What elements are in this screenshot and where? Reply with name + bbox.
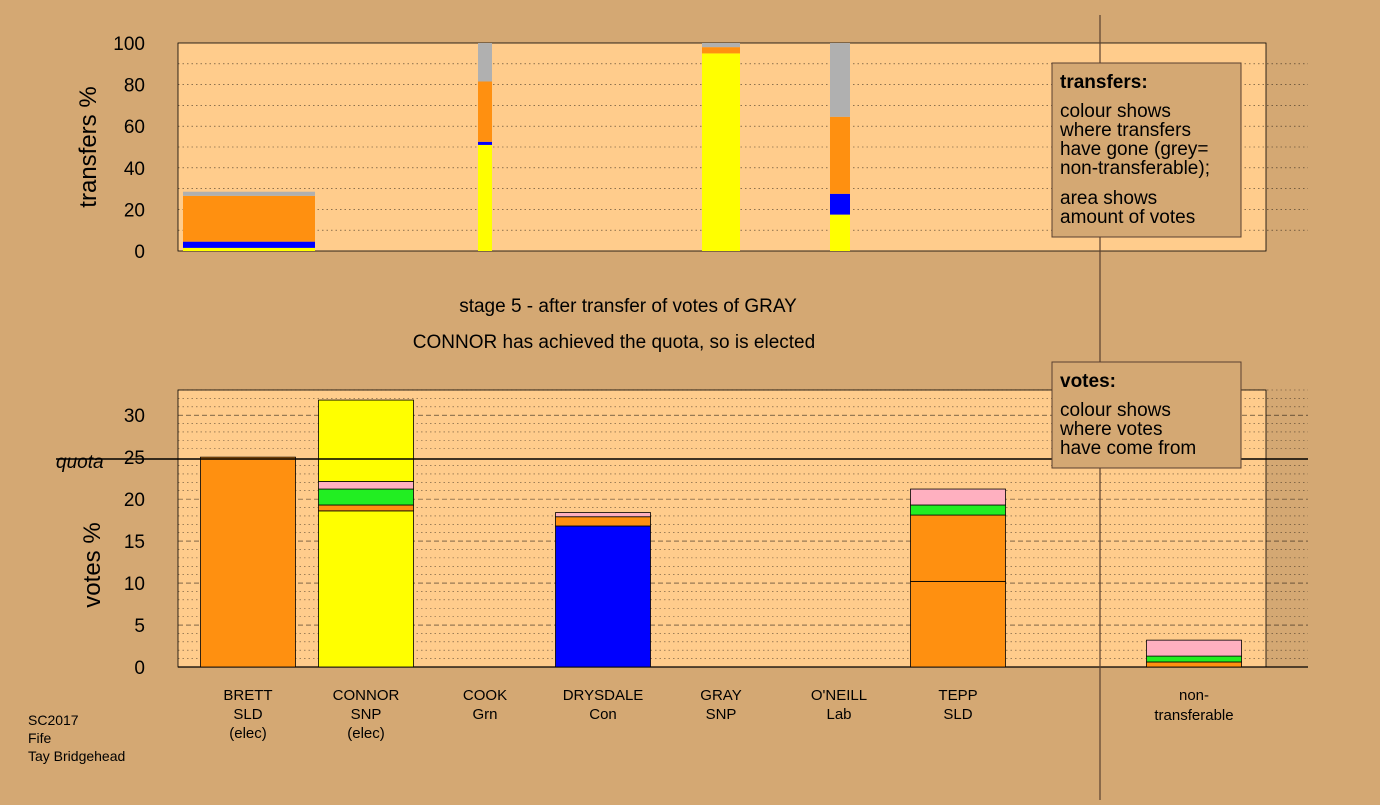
nontransferable-bar-segment: [1146, 639, 1242, 657]
votes-bar-segment: [318, 399, 414, 482]
candidate-label: SNP: [351, 706, 382, 723]
transfers-y-axis: 0 20 40 60 80 100: [113, 34, 145, 263]
footer-ward: Tay Bridgehead: [28, 748, 125, 764]
votes-bar-segment: [910, 488, 1006, 506]
candidate-labels: BRETT SLD (elec) CONNOR SNP (elec) COOK Grn DRYS…: [223, 687, 1233, 742]
votes-y-label: votes %: [79, 522, 106, 607]
transfers-bar-segment: [702, 53, 740, 252]
nontransferable-bar-segment: [1146, 655, 1242, 663]
transfers-tick-label: 40: [124, 159, 145, 180]
legend-transfers-line: area shows: [1060, 188, 1157, 209]
legend-transfers-box: [1051, 62, 1242, 238]
transfers-bar-segment: [702, 43, 740, 48]
votes-bar-segment: [318, 488, 414, 506]
legend-votes-line: colour shows: [1060, 400, 1171, 421]
votes-bars: [200, 399, 1242, 668]
votes-tick-label: 10: [124, 574, 145, 595]
legend-transfers-line: non-transferable);: [1060, 158, 1210, 179]
votes-bar-segment: [318, 510, 414, 668]
candidate-label: TEPP: [938, 687, 977, 704]
transfers-bar-segment: [478, 144, 492, 251]
legend-transfers-title: transfers:: [1060, 72, 1148, 93]
transfers-y-label: transfers %: [75, 86, 102, 207]
legend-transfers: transfers: colour shows where transfers …: [1051, 62, 1242, 238]
transfers-bar-segment: [830, 193, 850, 215]
votes-bar-segment: [910, 504, 1006, 516]
votes-tick-label: 20: [124, 490, 145, 511]
candidate-label: Con: [589, 706, 617, 723]
transfers-tick-label: 20: [124, 200, 145, 221]
transfers-bar-segment: [183, 195, 315, 242]
votes-bar-segment: [555, 525, 651, 668]
votes-bar-segment: [318, 504, 414, 512]
legend-transfers-line: amount of votes: [1060, 207, 1195, 228]
candidate-label: SLD: [943, 706, 972, 723]
candidate-label: BRETT: [223, 687, 272, 704]
footer-council: Fife: [28, 730, 52, 746]
candidate-label: O'NEILL: [811, 687, 867, 704]
legend-transfers-line: colour shows: [1060, 101, 1171, 122]
transfers-bar-segment: [183, 241, 315, 248]
candidate-label: SNP: [706, 706, 737, 723]
votes-bar-segment: [910, 514, 1006, 582]
candidate-label: Grn: [472, 706, 497, 723]
legend-transfers-line: where transfers: [1059, 120, 1191, 141]
transfers-tick-label: 60: [124, 117, 145, 138]
candidate-label: SLD: [233, 706, 262, 723]
transfers-bar-segment: [830, 43, 850, 117]
votes-tick-label: 15: [124, 532, 145, 553]
candidate-label: (elec): [229, 725, 267, 742]
transfers-tick-label: 0: [134, 242, 145, 263]
nontransferable-label: transferable: [1154, 707, 1233, 724]
legend-transfers-line: have gone (grey=: [1060, 139, 1208, 160]
legend-votes-line: have come from: [1060, 438, 1196, 459]
candidate-label: (elec): [347, 725, 385, 742]
legend-votes-box: [1051, 361, 1242, 469]
candidate-label: COOK: [463, 687, 507, 704]
stage-title: stage 5 - after transfer of votes of GRA…: [459, 296, 797, 317]
legend-votes: votes: colour shows where votes have com…: [1051, 361, 1242, 469]
candidate-label: GRAY: [700, 687, 741, 704]
transfers-bar-segment: [702, 47, 740, 54]
transfers-bar-segment: [830, 116, 850, 194]
transfers-bar-segment: [183, 247, 315, 251]
transfers-bar-segment: [478, 43, 492, 82]
candidate-label: Lab: [826, 706, 851, 723]
transfers-bar-segment: [478, 81, 492, 142]
transfers-tick-label: 80: [124, 76, 145, 97]
nontransferable-bar-segment: [1146, 661, 1242, 668]
footer-election: SC2017: [28, 712, 79, 728]
votes-bar-segment: [910, 580, 1006, 668]
transfers-bar-segment: [183, 191, 315, 196]
legend-votes-line: where votes: [1059, 419, 1162, 440]
transfers-bars: [183, 43, 850, 252]
candidate-label: CONNOR: [333, 687, 400, 704]
legend-votes-title: votes:: [1060, 371, 1116, 392]
quota-label: quota: [56, 452, 104, 473]
votes-bar-segment: [200, 456, 296, 668]
votes-tick-label: 30: [124, 406, 145, 427]
votes-bar-segment: [555, 512, 651, 518]
transfers-bar-segment: [830, 214, 850, 251]
votes-tick-label: 5: [134, 616, 145, 637]
transfers-tick-label: 100: [113, 34, 145, 55]
stage-result: CONNOR has achieved the quota, so is ele…: [413, 332, 815, 353]
votes-tick-label: 0: [134, 658, 145, 679]
transfers-bar-segment: [478, 141, 492, 145]
candidate-label: DRYSDALE: [563, 687, 644, 704]
nontransferable-label: non-: [1179, 687, 1209, 704]
votes-bar-segment: [555, 516, 651, 527]
votes-bar-segment: [318, 481, 414, 490]
